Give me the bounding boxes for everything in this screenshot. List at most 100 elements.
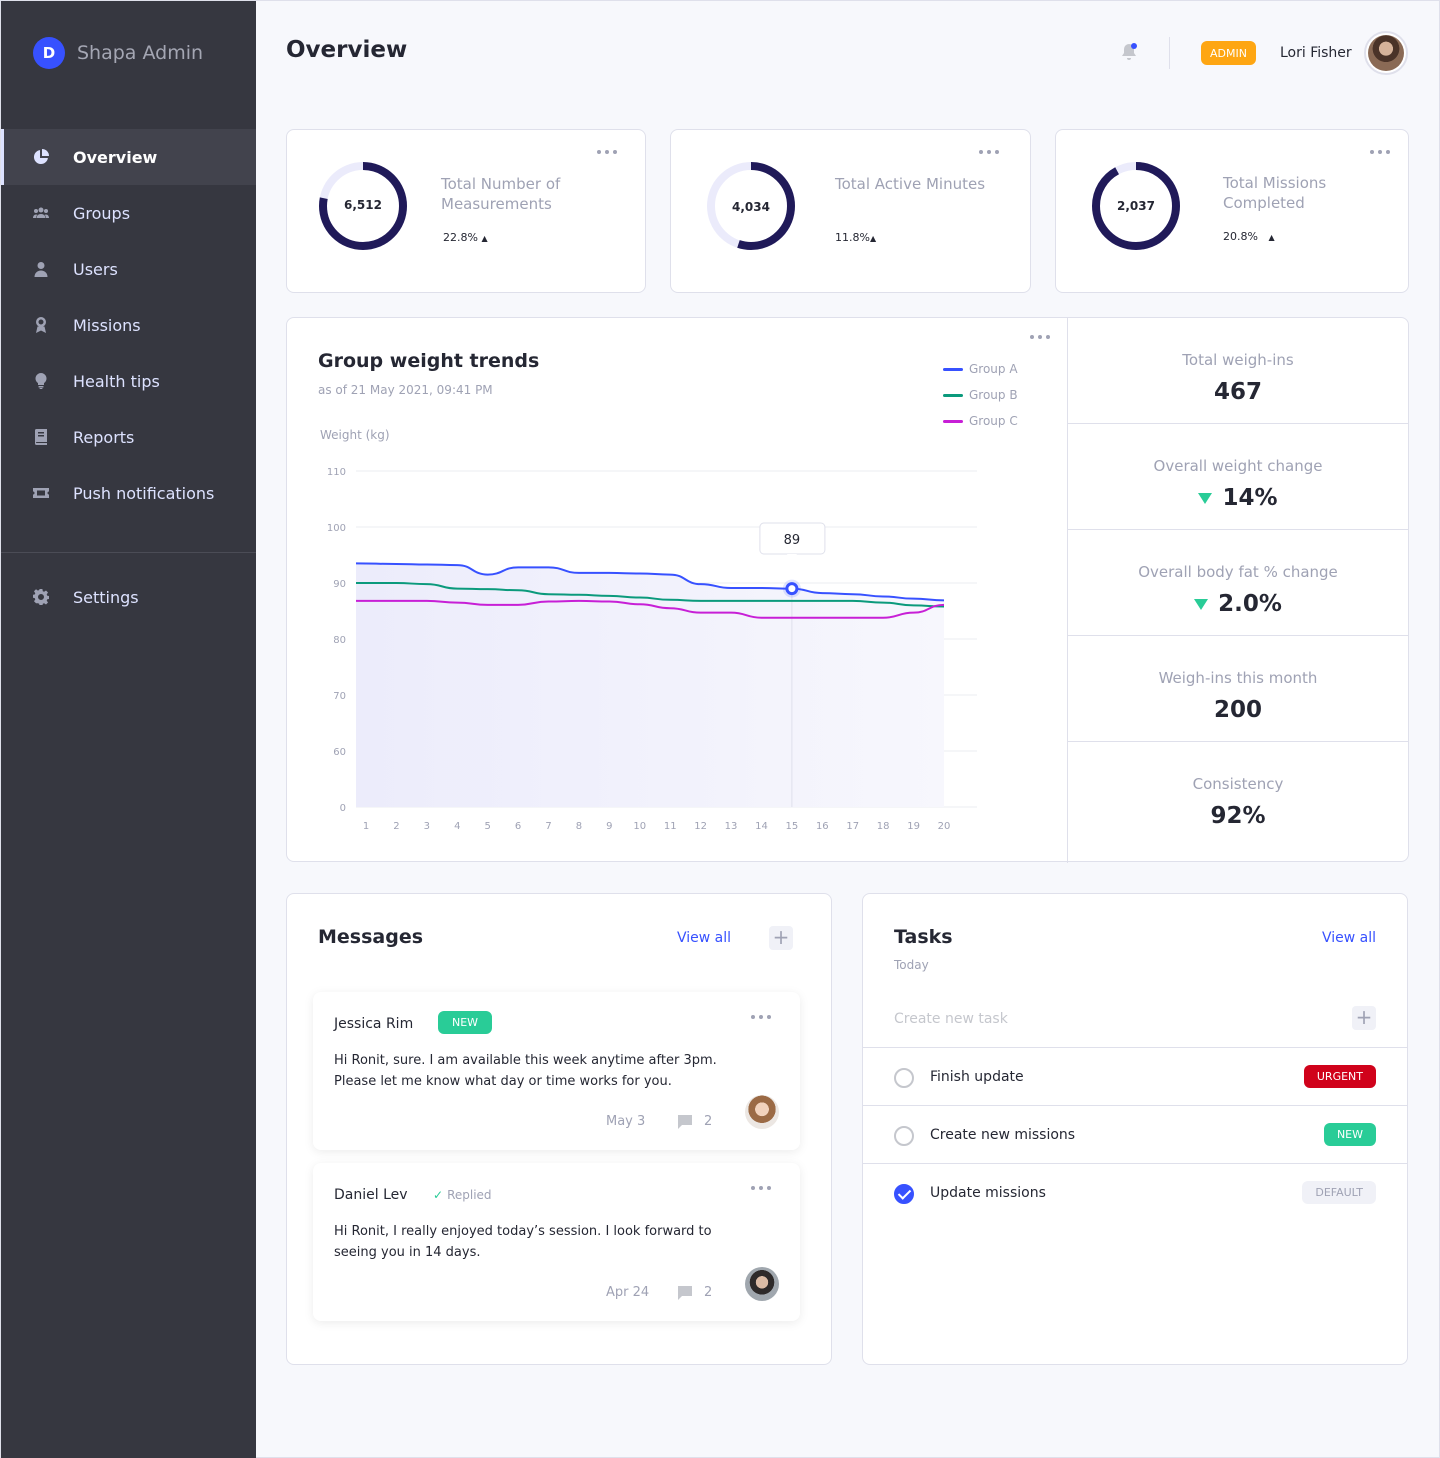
sidebar-item-push-notifications[interactable]: Push notifications xyxy=(1,465,256,521)
brand-logo: D xyxy=(33,37,65,69)
x-tick-label: 19 xyxy=(907,821,920,832)
more-options-icon[interactable] xyxy=(751,1013,771,1021)
kpi-divider xyxy=(1067,318,1068,863)
x-tick-label: 3 xyxy=(424,821,430,832)
kpi-value: 200 xyxy=(1213,697,1262,723)
task-row[interactable]: Update missions DEFAULT xyxy=(863,1163,1407,1221)
comment-icon xyxy=(678,1285,692,1300)
page-title: Overview xyxy=(286,37,408,63)
task-checkbox[interactable] xyxy=(894,1126,914,1146)
task-label: Create new missions xyxy=(930,1127,1076,1143)
ticket-icon xyxy=(33,485,49,501)
sidebar-item-missions[interactable]: Missions xyxy=(1,297,256,353)
legend-swatch xyxy=(943,419,963,423)
message-item[interactable]: Daniel Lev ✓ Replied Hi Ronit, I really e… xyxy=(313,1163,800,1321)
x-tick-label: 4 xyxy=(454,821,460,832)
comment-count[interactable]: 2 xyxy=(678,1285,712,1300)
sidebar-item-users[interactable]: Users xyxy=(1,241,256,297)
task-checkbox[interactable] xyxy=(894,1184,914,1204)
comment-count[interactable]: 2 xyxy=(678,1114,712,1129)
x-tick-label: 14 xyxy=(755,821,768,832)
user-name[interactable]: Lori Fisher xyxy=(1280,45,1352,61)
kpi-weight-change: Overall weight change 14% xyxy=(1068,424,1408,530)
create-task-input[interactable]: Create new task xyxy=(894,1011,1008,1027)
tasks-view-all-link[interactable]: View all xyxy=(1322,930,1377,946)
series-line xyxy=(355,599,945,619)
sidebar-item-overview[interactable]: Overview xyxy=(1,129,256,185)
tasks-subtitle: Today xyxy=(894,958,929,972)
message-body: Hi Ronit, I really enjoyed today’s sessi… xyxy=(334,1224,712,1260)
sidebar-item-settings[interactable]: Settings xyxy=(1,569,256,625)
message-date: Apr 24 xyxy=(606,1285,650,1300)
avatar[interactable] xyxy=(1364,31,1408,75)
more-options-icon[interactable] xyxy=(1370,148,1390,156)
kpi-label: Total weigh-ins xyxy=(1182,351,1294,369)
sidebar-item-label: Overview xyxy=(73,147,158,167)
more-options-icon[interactable] xyxy=(1030,333,1050,341)
brand[interactable]: D Shapa Admin xyxy=(33,37,203,69)
stat-value: 6,512 xyxy=(344,198,382,212)
notification-dot xyxy=(1131,43,1137,49)
task-row[interactable]: Create new missions NEW xyxy=(863,1105,1407,1163)
kpi-label: Overall weight change xyxy=(1153,457,1323,475)
task-checkbox[interactable] xyxy=(894,1068,914,1088)
x-tick-label: 1 xyxy=(363,821,369,832)
book-icon xyxy=(33,429,49,445)
series-area xyxy=(356,563,944,807)
legend-label: Group C xyxy=(969,414,1018,428)
notifications-button[interactable] xyxy=(1120,43,1138,61)
x-tick-label: 5 xyxy=(484,821,490,832)
x-tick-label: 8 xyxy=(576,821,582,832)
kpi-value: 2.0% xyxy=(1068,591,1408,617)
sidebar-item-health-tips[interactable]: Health tips xyxy=(1,353,256,409)
user-icon xyxy=(33,261,49,277)
message-item[interactable]: Jessica Rim NEW Hi Ronit, sure. I am ava… xyxy=(313,992,800,1150)
stat-value: 4,034 xyxy=(732,200,770,214)
legend-item: Group C xyxy=(943,414,1018,428)
sidebar-divider xyxy=(1,552,256,553)
legend-label: Group A xyxy=(969,362,1018,376)
stat-change: 22.8% ▲ xyxy=(443,231,488,244)
legend-label: Group B xyxy=(969,388,1018,402)
message-body: Hi Ronit, sure. I am available this week… xyxy=(334,1053,717,1089)
messages-title: Messages xyxy=(318,926,424,948)
role-badge: ADMIN xyxy=(1201,41,1256,65)
add-task-button[interactable]: + xyxy=(1352,1006,1376,1030)
weight-trends-card: Group weight trends as of 21 May 2021, 0… xyxy=(286,317,1409,863)
add-message-button[interactable]: + xyxy=(769,926,793,950)
kpi-consistency: Consistency 92% xyxy=(1068,742,1408,860)
y-tick-label: 110 xyxy=(327,467,346,478)
x-tick-label: 10 xyxy=(633,821,646,832)
kpi-value: 14% xyxy=(1068,485,1408,511)
tooltip-value: 89 xyxy=(784,533,801,548)
kpi-value: 92% xyxy=(1210,803,1266,829)
x-tick-label: 15 xyxy=(786,821,799,832)
sidebar-item-groups[interactable]: Groups xyxy=(1,185,256,241)
stat-value: 2,037 xyxy=(1117,199,1155,213)
legend-item: Group A xyxy=(943,362,1018,376)
x-tick-label: 2 xyxy=(393,821,399,832)
sidebar-item-label: Groups xyxy=(73,203,131,223)
sidebar-item-reports[interactable]: Reports xyxy=(1,409,256,465)
chart-title: Group weight trends xyxy=(318,350,540,372)
y-tick-label: 70 xyxy=(333,691,346,702)
x-tick-label: 16 xyxy=(816,821,829,832)
header-divider xyxy=(1169,37,1170,69)
messages-view-all-link[interactable]: View all xyxy=(677,930,732,946)
more-options-icon[interactable] xyxy=(597,148,617,156)
more-options-icon[interactable] xyxy=(979,148,999,156)
gear-icon xyxy=(33,589,49,605)
sidebar-item-label: Settings xyxy=(73,587,139,607)
y-tick-label: 60 xyxy=(333,747,346,758)
chart-subtitle: as of 21 May 2021, 09:41 PM xyxy=(318,383,493,397)
stat-card-missions: 2,037 Total Missions Completed 20.8% ▲ xyxy=(1055,129,1409,293)
award-icon xyxy=(33,317,49,333)
y-tick-label: 0 xyxy=(340,803,346,814)
more-options-icon[interactable] xyxy=(751,1184,771,1192)
tasks-title: Tasks xyxy=(894,926,953,948)
task-row[interactable]: Finish update URGENT xyxy=(863,1047,1407,1105)
sidebar-item-label: Push notifications xyxy=(73,483,215,503)
brand-name: Shapa Admin xyxy=(77,42,204,64)
